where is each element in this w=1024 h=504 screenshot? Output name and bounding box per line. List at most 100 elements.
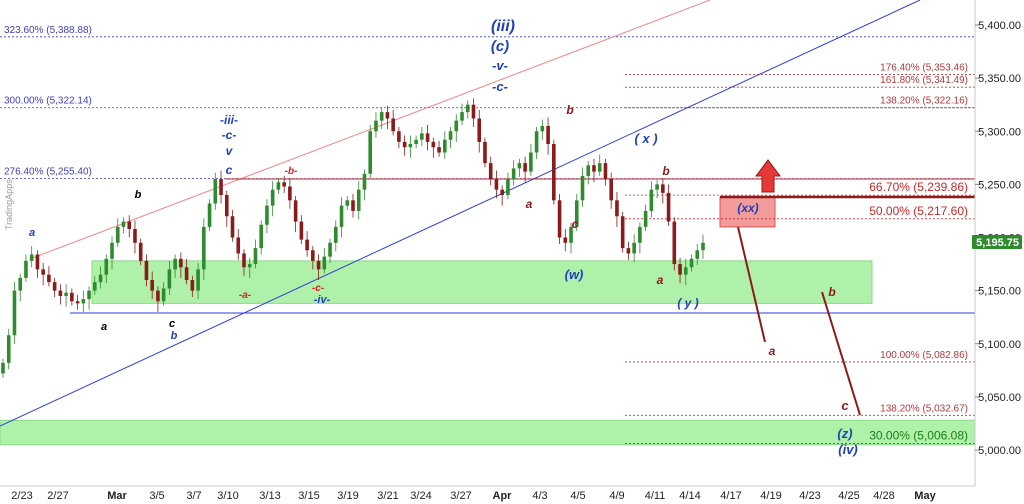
- candle-body: [322, 256, 327, 270]
- candle-body: [460, 112, 464, 121]
- wave-label: c: [226, 163, 233, 177]
- candle-body: [586, 165, 591, 176]
- wave-label: (xx): [737, 201, 758, 215]
- candle-body: [87, 290, 91, 300]
- candle-body: [179, 258, 183, 268]
- candle-body: [328, 242, 332, 257]
- time-tick-label: 4/11: [645, 490, 666, 502]
- wave-label: c: [841, 398, 849, 413]
- candle-body: [93, 282, 97, 291]
- level-labels-layer: 323.60% (5,388.88) 300.00% (5,322.14) 276.…: [4, 25, 968, 443]
- wave-label: v: [226, 144, 234, 158]
- wave-label: (w): [565, 267, 584, 282]
- candle-body: [626, 248, 631, 254]
- time-tick-label: Apr: [493, 490, 513, 502]
- watermark: TradingApps: [4, 179, 14, 230]
- time-tick-label: May: [914, 490, 936, 502]
- wave-label: b: [171, 330, 178, 342]
- candle-body: [597, 163, 602, 172]
- wave-label: -c-: [222, 128, 237, 142]
- candle-body: [144, 260, 149, 280]
- candle-body: [437, 147, 441, 153]
- candle-body: [305, 239, 309, 251]
- candle-body: [511, 168, 516, 180]
- price-tick-label: 5,150.00: [978, 286, 1021, 298]
- candle-body: [316, 260, 321, 270]
- candle-body: [483, 141, 487, 164]
- time-tick-label: 4/28: [873, 490, 894, 502]
- wave-label: a: [657, 273, 664, 287]
- candle-body: [638, 226, 642, 243]
- candle-body: [29, 254, 34, 261]
- candle-body: [678, 264, 682, 275]
- candle-body: [265, 205, 269, 225]
- candle-body: [58, 290, 63, 296]
- candle-body: [643, 210, 648, 227]
- time-tick-label: 4/25: [838, 490, 859, 502]
- price-tick-label: 5,050.00: [978, 392, 1021, 404]
- wave-label: -iii-: [220, 113, 238, 127]
- candle-body: [311, 250, 315, 261]
- candle-body: [1, 362, 5, 374]
- level-label: 176.40% (5,353.46): [880, 62, 968, 73]
- candle-body: [666, 192, 671, 222]
- candle-body: [574, 200, 579, 227]
- candle-body: [282, 182, 286, 187]
- candle-body: [18, 277, 23, 291]
- candle-body: [24, 260, 28, 278]
- candle-body: [6, 335, 11, 363]
- candles-layer: [1, 98, 705, 378]
- candle-body: [276, 182, 281, 190]
- up-arrow-icon: [755, 159, 781, 193]
- candle-body: [695, 250, 700, 259]
- candle-body: [81, 299, 86, 304]
- last-price-label: 5,195.75: [976, 237, 1019, 249]
- level-label: 276.40% (5,255.40): [4, 167, 92, 178]
- candle-body: [247, 264, 252, 268]
- level-label: 66.70% (5,239.86): [869, 180, 968, 194]
- level-label: 30.00% (5,006.08): [869, 429, 968, 443]
- candle-body: [219, 179, 223, 195]
- level-label: 100.00% (5,082.86): [880, 350, 968, 361]
- candle-body: [150, 280, 154, 291]
- candle-body: [12, 290, 17, 336]
- price-tick-label: 5,000.00: [978, 445, 1021, 457]
- candle-body: [448, 131, 453, 140]
- wave-label: b: [566, 103, 573, 117]
- trend-line-blue: [0, 0, 921, 427]
- candle-body: [471, 104, 476, 119]
- price-tick-label: 5,100.00: [978, 339, 1021, 351]
- candle-body: [356, 189, 361, 211]
- time-axis: 2/23 2/27 Mar 3/5 3/7 3/10 3/13 3/15 3/19 3/21 3/2…: [0, 485, 975, 502]
- candle-body: [47, 274, 51, 283]
- time-tick-label: 4/19: [760, 490, 781, 502]
- price-tick-label: 5,350.00: [978, 73, 1021, 85]
- candle-body: [288, 186, 292, 201]
- candle-body: [379, 112, 384, 121]
- candle-body: [609, 179, 613, 201]
- candle-body: [75, 301, 80, 304]
- wave-label: a: [101, 321, 107, 333]
- wave-label: c: [572, 217, 579, 231]
- level-lines-layer: [0, 36, 975, 444]
- candle-body: [368, 131, 373, 174]
- price-tick-label: 5,300.00: [978, 126, 1021, 138]
- candle-body: [620, 216, 625, 249]
- candle-body: [213, 179, 218, 204]
- last-price-badge: [972, 235, 1022, 250]
- candle-body: [64, 292, 68, 296]
- candle-body: [41, 269, 45, 275]
- candle-body: [121, 221, 126, 227]
- candle-body: [385, 112, 390, 119]
- candle-body: [242, 253, 246, 268]
- time-tick-label: 3/13: [259, 490, 280, 502]
- candle-body: [552, 144, 556, 201]
- wave-label: -c-: [492, 79, 508, 94]
- candle-body: [391, 118, 395, 132]
- resistance-box: [719, 196, 776, 228]
- candle-body: [465, 104, 470, 113]
- candle-body: [253, 248, 258, 265]
- candle-body: [339, 205, 344, 227]
- level-label: 50.00% (5,217.60): [869, 204, 968, 218]
